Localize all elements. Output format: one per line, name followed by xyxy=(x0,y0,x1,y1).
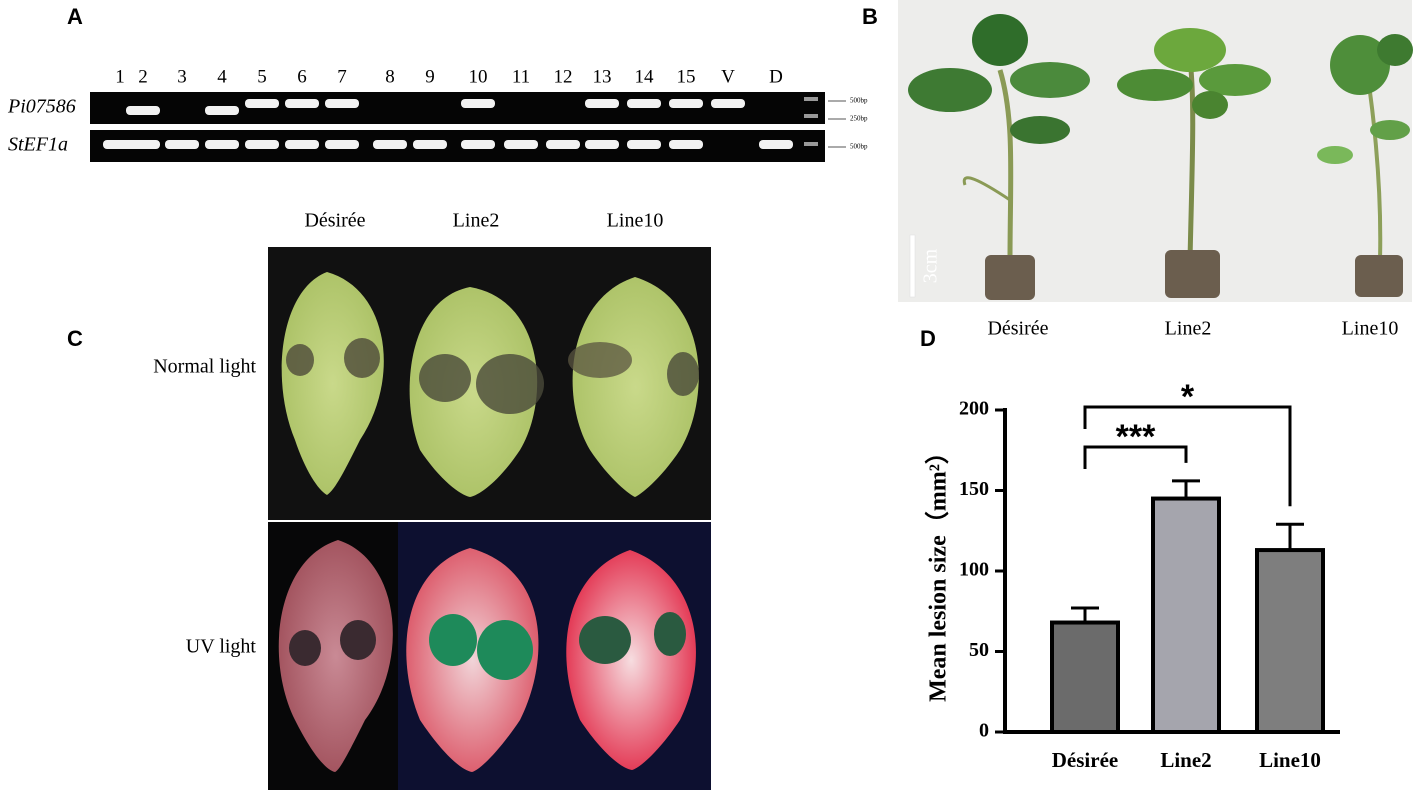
panel-label: D xyxy=(920,326,936,351)
row-label: Normal light xyxy=(153,356,256,378)
bar-chart: 0 50 100 150 200 Mean lesion size（mm²） Désirée… xyxy=(925,378,1340,772)
error-bar xyxy=(1276,522,1304,551)
lane-label: 10 xyxy=(469,66,488,87)
significance-label: *** xyxy=(1116,418,1156,456)
gene-label: Pi07586 xyxy=(7,96,76,118)
leaf-photo xyxy=(268,247,711,790)
bar xyxy=(1151,496,1221,734)
lane-label: D xyxy=(769,66,783,87)
ladder-band xyxy=(804,142,818,146)
bar xyxy=(1050,620,1120,735)
band xyxy=(205,106,239,115)
x-tick-label: Désirée xyxy=(1052,748,1118,772)
error-bar xyxy=(1071,606,1099,623)
gel xyxy=(90,92,825,124)
gene-label: StEF1a xyxy=(8,134,68,156)
lane-label: 12 xyxy=(554,66,573,87)
band xyxy=(205,140,239,149)
lane-label: 14 xyxy=(635,66,655,87)
band xyxy=(325,99,359,108)
band xyxy=(627,99,661,108)
band xyxy=(285,99,319,108)
y-tick-label: 0 xyxy=(979,720,989,742)
band xyxy=(126,140,160,149)
panel-label: B xyxy=(862,4,878,29)
scale-bar-label: 3cm xyxy=(920,248,942,283)
sample-label: Line10 xyxy=(1342,318,1399,340)
ladder-band xyxy=(804,114,818,118)
lane-label: 4 xyxy=(217,66,227,87)
band xyxy=(245,99,279,108)
band xyxy=(585,140,619,149)
marker-label: 250bp xyxy=(850,115,868,123)
band xyxy=(627,140,661,149)
plant-photo xyxy=(898,0,1413,302)
lane-label: 13 xyxy=(593,66,612,87)
band xyxy=(126,106,160,115)
significance-bracket xyxy=(1083,405,1292,507)
panel-label: A xyxy=(67,4,83,29)
y-tick-label: 50 xyxy=(969,639,989,661)
lane-label: 9 xyxy=(425,66,435,87)
lane-label: 11 xyxy=(512,66,530,87)
lane-label: 7 xyxy=(337,66,347,87)
band xyxy=(504,140,538,149)
band xyxy=(461,99,495,108)
y-axis-label: Mean lesion size（mm²） xyxy=(925,440,952,702)
band xyxy=(759,140,793,149)
lane-label: 6 xyxy=(297,66,307,87)
lane-label: V xyxy=(721,66,735,87)
sample-label: Line2 xyxy=(1165,318,1212,340)
band xyxy=(711,99,745,108)
lane-label: 2 xyxy=(138,66,148,87)
error-bar xyxy=(1172,479,1200,499)
band xyxy=(325,140,359,149)
marker-label: 500bp xyxy=(850,143,868,151)
lane-label: 8 xyxy=(385,66,395,87)
sample-label: Line10 xyxy=(607,210,664,232)
band xyxy=(373,140,407,149)
y-tick-label: 200 xyxy=(959,398,989,420)
significance-label: * xyxy=(1181,378,1195,416)
y-tick-label: 100 xyxy=(959,559,989,581)
ladder-band xyxy=(804,97,818,101)
sample-label: Désirée xyxy=(987,318,1048,340)
band xyxy=(546,140,580,149)
sample-label: Line2 xyxy=(453,210,500,232)
band xyxy=(669,99,703,108)
band xyxy=(585,99,619,108)
lane-label: 15 xyxy=(677,66,696,87)
marker-label: 500bp xyxy=(850,97,868,105)
band xyxy=(669,140,703,149)
band xyxy=(461,140,495,149)
significance-bracket xyxy=(1083,445,1188,469)
band xyxy=(285,140,319,149)
lane-label: 5 xyxy=(257,66,267,87)
x-tick-label: Line10 xyxy=(1259,748,1321,772)
bar xyxy=(1255,548,1325,734)
panel-label: C xyxy=(67,326,83,351)
sample-label: Désirée xyxy=(304,210,365,232)
lane-label: 1 xyxy=(115,66,125,87)
x-tick-label: Line2 xyxy=(1160,748,1211,772)
row-label: UV light xyxy=(186,636,257,658)
gel xyxy=(90,130,825,162)
band xyxy=(413,140,447,149)
y-tick-label: 150 xyxy=(959,478,989,500)
band xyxy=(165,140,199,149)
lane-label: 3 xyxy=(177,66,187,87)
band xyxy=(245,140,279,149)
